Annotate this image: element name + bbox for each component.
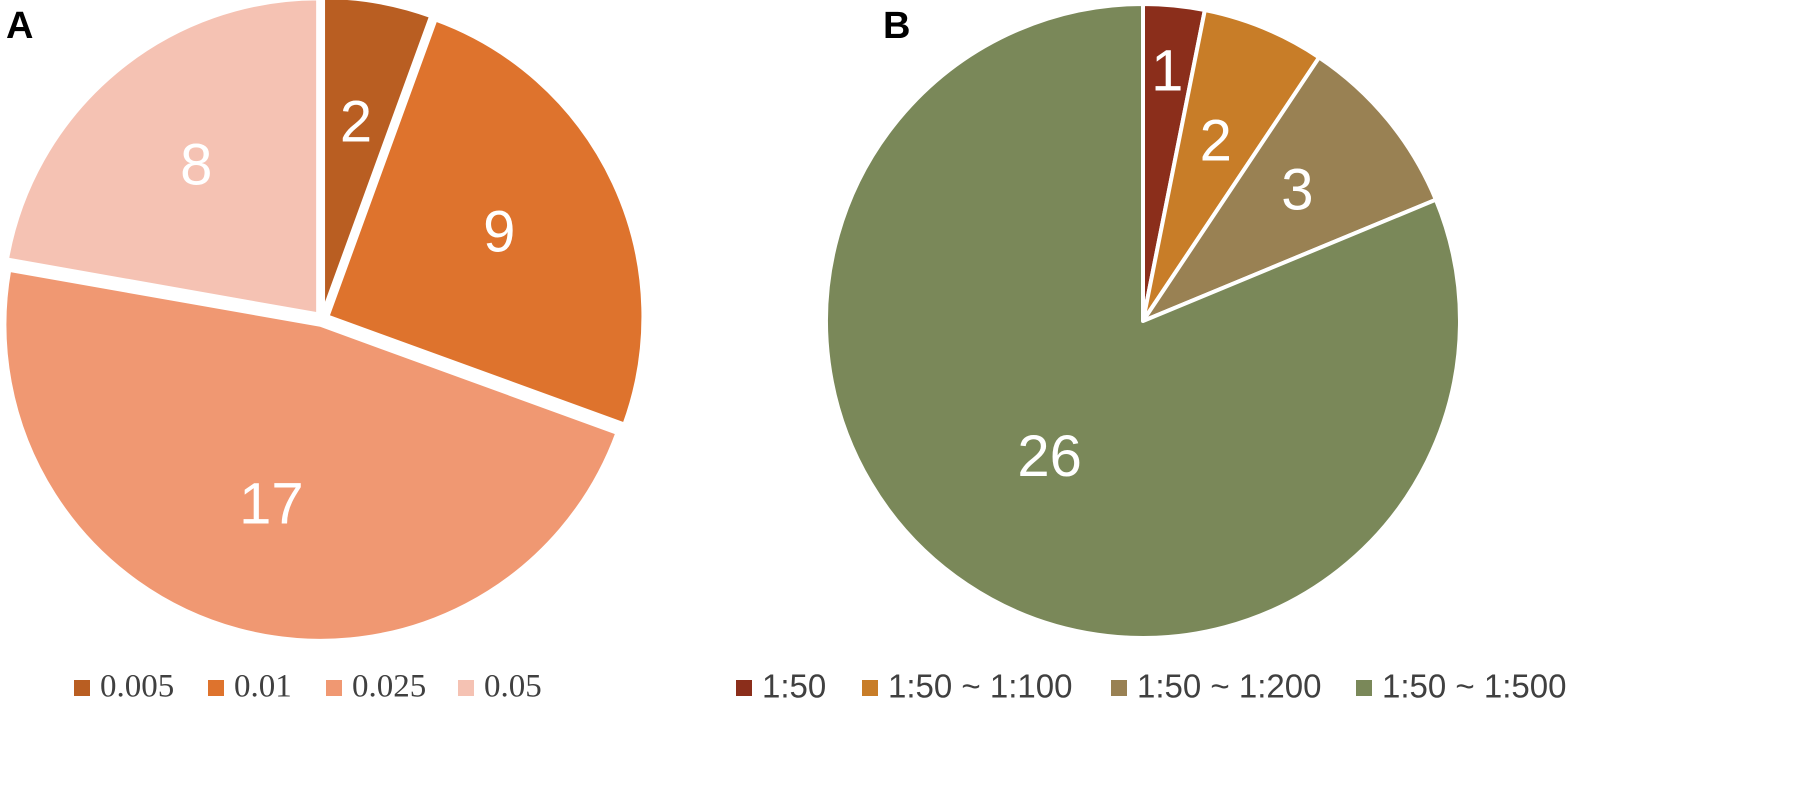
legend-b: 1:50 1:50 ~ 1:100 1:50 ~ 1:200 1:50 ~ 1:500 xyxy=(736,668,1566,705)
legend-label: 0.05 xyxy=(484,669,542,705)
legend-swatch xyxy=(1111,680,1127,696)
pie-slice-0-05 xyxy=(4,0,321,317)
legend-label: 0.005 xyxy=(100,669,174,705)
legend-label: 0.025 xyxy=(352,669,426,705)
legend-swatch xyxy=(1356,680,1372,696)
slice-value-label: 26 xyxy=(1017,424,1082,489)
chart-a: A 2 9 17 8 0.005 0.01 0.025 0.05 xyxy=(2,0,646,705)
panel-label-a: A xyxy=(6,5,33,47)
legend-swatch xyxy=(458,680,474,696)
legend-swatch xyxy=(862,680,878,696)
pie-slice-1-50-1-100 xyxy=(1141,8,1322,323)
slice-value-label: 17 xyxy=(239,471,304,536)
slice-value-label: 1 xyxy=(1151,38,1183,103)
legend-a: 0.005 0.01 0.025 0.05 xyxy=(74,669,542,705)
legend-swatch xyxy=(326,680,342,696)
legend-label: 0.01 xyxy=(234,669,292,705)
legend-swatch xyxy=(736,680,752,696)
slice-value-label: 2 xyxy=(340,90,372,155)
pie-slice-1-50-1-500 xyxy=(824,2,1462,640)
legend-swatch xyxy=(208,680,224,696)
pie-slice-0-005 xyxy=(321,0,434,316)
slice-value-label: 2 xyxy=(1200,109,1232,174)
panel-label-b: B xyxy=(883,5,910,47)
legend-swatch xyxy=(74,680,90,696)
pie-a: 2 9 17 8 xyxy=(2,0,646,643)
slice-value-label: 9 xyxy=(483,200,515,265)
pie-slice-0-025 xyxy=(2,267,620,643)
pie-b: 123 26 xyxy=(824,2,1462,640)
pie-slice-1-50-1-200 xyxy=(1141,55,1438,323)
legend-label: 1:50 ~ 1:100 xyxy=(888,668,1072,705)
slice-value-label: 3 xyxy=(1281,158,1313,223)
legend-label: 1:50 xyxy=(762,668,826,705)
legend-label: 1:50 ~ 1:500 xyxy=(1382,668,1566,705)
slice-value-label: 8 xyxy=(180,132,212,197)
legend-label: 1:50 ~ 1:200 xyxy=(1137,668,1321,705)
pie-slice-0-01 xyxy=(325,17,646,427)
